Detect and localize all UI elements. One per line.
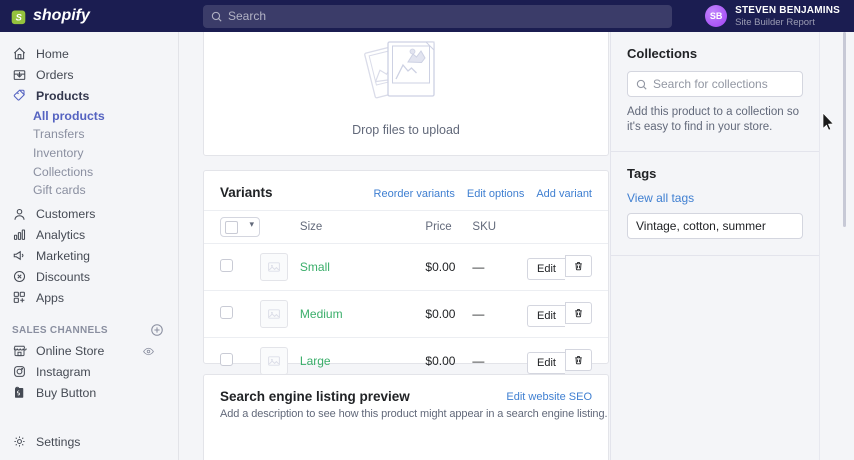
svg-text:S: S (16, 12, 23, 22)
